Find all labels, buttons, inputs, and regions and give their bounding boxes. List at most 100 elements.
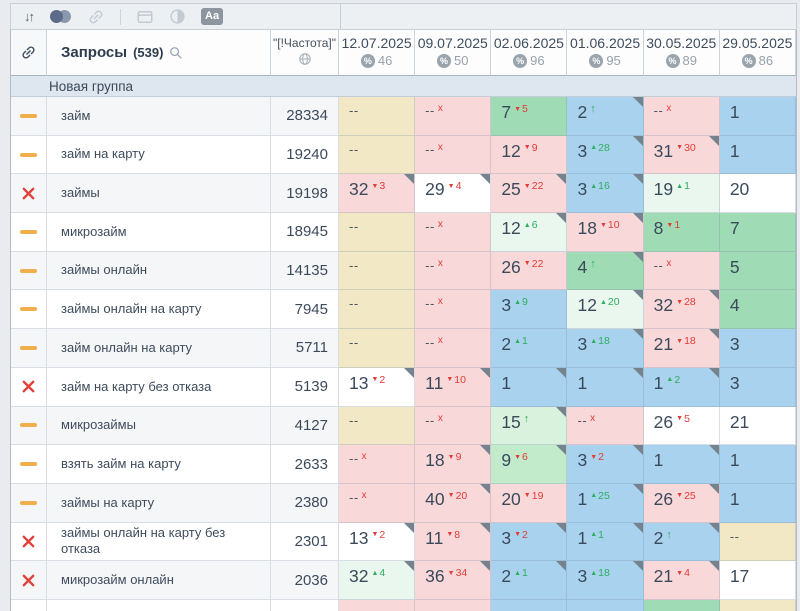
position-cell[interactable]: 3 ▲28 bbox=[567, 135, 644, 175]
position-cell[interactable]: 18 ▼9 bbox=[415, 445, 492, 484]
position-cell[interactable]: 3 ▲16 bbox=[567, 174, 644, 214]
position-cell[interactable]: 20 bbox=[719, 174, 796, 214]
position-cell[interactable]: 11 ▼8 bbox=[415, 522, 492, 562]
keyword-status-cell[interactable] bbox=[11, 483, 47, 523]
position-cell[interactable]: -- bbox=[339, 213, 416, 252]
position-cell[interactable]: 26 ▼25 bbox=[643, 483, 720, 523]
position-cell[interactable]: 1 bbox=[719, 483, 796, 523]
position-cell[interactable]: 1 bbox=[491, 367, 568, 407]
position-cell[interactable]: 7 ▼5 bbox=[491, 97, 568, 136]
position-cell[interactable]: 1 bbox=[719, 135, 796, 175]
position-cell[interactable]: -- x bbox=[643, 251, 720, 291]
position-cell[interactable]: 2 ▲1 bbox=[491, 561, 568, 600]
position-cell[interactable]: 3 ▲18 bbox=[567, 329, 644, 368]
position-cell[interactable]: -- bbox=[719, 522, 796, 562]
position-cell[interactable]: -- x bbox=[339, 483, 416, 523]
position-cell[interactable]: 40 ▼20 bbox=[415, 483, 492, 523]
position-cell[interactable]: 26 ▼22 bbox=[491, 251, 568, 291]
position-cell[interactable]: 13 ▼2 bbox=[339, 367, 416, 407]
position-cell[interactable]: 5 bbox=[719, 251, 796, 291]
position-cell[interactable]: 25 ▼22 bbox=[491, 174, 568, 214]
keyword-status-cell[interactable] bbox=[11, 329, 47, 368]
keyword-status-cell[interactable] bbox=[11, 213, 47, 252]
keyword-cell[interactable]: займ bbox=[47, 97, 271, 136]
position-cell[interactable]: 32 ▲4 bbox=[339, 561, 416, 600]
position-cell[interactable]: 4 bbox=[719, 290, 796, 330]
keyword-cell[interactable]: займы онлайн bbox=[47, 251, 271, 291]
position-cell[interactable]: 20 ▼19 bbox=[491, 483, 568, 523]
date-column-header[interactable]: 09.07.2025% 50 bbox=[415, 30, 492, 76]
keyword-cell[interactable]: займ на карту bbox=[47, 135, 271, 175]
keyword-status-cell[interactable] bbox=[11, 174, 47, 214]
keyword-cell[interactable]: займ на карту без отказа bbox=[47, 367, 271, 407]
position-cell[interactable]: -- bbox=[339, 251, 416, 291]
position-cell[interactable]: -- x bbox=[415, 406, 492, 446]
position-cell[interactable]: 7 bbox=[719, 213, 796, 252]
position-cell[interactable]: -- bbox=[339, 97, 416, 136]
position-cell[interactable]: 31 ▼30 bbox=[643, 135, 720, 175]
position-cell[interactable]: -- x bbox=[415, 329, 492, 368]
position-cell[interactable]: 12 ▲20 bbox=[567, 290, 644, 330]
position-cell[interactable]: 13 ▼2 bbox=[339, 522, 416, 562]
position-cell[interactable]: -- x bbox=[339, 445, 416, 484]
keyword-status-cell[interactable] bbox=[11, 522, 47, 562]
snippet-card-icon[interactable] bbox=[136, 8, 154, 26]
keyword-status-cell[interactable] bbox=[11, 135, 47, 175]
position-cell[interactable]: 12 ▼9 bbox=[491, 135, 568, 175]
position-cell[interactable]: -- bbox=[339, 329, 416, 368]
position-cell[interactable]: 21 bbox=[719, 406, 796, 446]
position-cell[interactable]: 32 ▼28 bbox=[643, 290, 720, 330]
position-cell[interactable]: -- x bbox=[415, 290, 492, 330]
position-cell[interactable]: 2 ↑ bbox=[567, 97, 644, 136]
keyword-cell[interactable]: займы онлайн на карту bbox=[47, 290, 271, 330]
position-cell[interactable]: -- bbox=[339, 135, 416, 175]
keyword-cell[interactable]: взять займ на карту bbox=[47, 445, 271, 484]
sort-icon[interactable]: ↓ ↑ bbox=[24, 8, 35, 26]
position-cell[interactable]: 9 ▼6 bbox=[491, 445, 568, 484]
position-cell[interactable]: -- x bbox=[415, 251, 492, 291]
position-cell[interactable]: 1 bbox=[643, 445, 720, 484]
position-cell[interactable]: 1 ▲25 bbox=[567, 483, 644, 523]
position-cell[interactable]: 29 ▼4 bbox=[415, 174, 492, 214]
compare-dates-toggle-icon[interactable] bbox=[50, 10, 72, 23]
position-cell[interactable]: -- x bbox=[567, 406, 644, 446]
position-cell[interactable]: 4 ↑ bbox=[567, 251, 644, 291]
position-cell[interactable]: -- bbox=[339, 290, 416, 330]
position-cell[interactable]: 3 ▼2 bbox=[567, 445, 644, 484]
position-cell[interactable]: 21 ▼4 bbox=[643, 561, 720, 600]
keyword-status-cell[interactable] bbox=[11, 561, 47, 600]
position-cell[interactable]: -- bbox=[339, 406, 416, 446]
keyword-cell[interactable]: займы онлайн на карту без отказа bbox=[47, 522, 271, 562]
position-cell[interactable]: 26 ▼5 bbox=[643, 406, 720, 446]
position-cell[interactable]: 17 bbox=[719, 561, 796, 600]
position-cell[interactable]: 3 bbox=[719, 329, 796, 368]
position-cell[interactable]: 36 ▼34 bbox=[415, 561, 492, 600]
link-icon[interactable] bbox=[87, 8, 105, 26]
position-cell[interactable]: 1 ▲2 bbox=[643, 367, 720, 407]
date-column-header[interactable]: 30.05.2025% 89 bbox=[643, 30, 720, 76]
keyword-status-cell[interactable] bbox=[11, 97, 47, 136]
keyword-cell[interactable]: займы на карту bbox=[47, 483, 271, 523]
position-cell[interactable]: -- x bbox=[415, 135, 492, 175]
keyword-cell[interactable]: микрозайм онлайн bbox=[47, 561, 271, 600]
date-column-header[interactable]: 01.06.2025% 95 bbox=[567, 30, 644, 76]
keyword-status-cell[interactable] bbox=[11, 445, 47, 484]
keyword-cell[interactable]: микрозайм bbox=[47, 213, 271, 252]
position-cell[interactable]: 1 bbox=[719, 445, 796, 484]
position-cell[interactable]: 18 ▼10 bbox=[567, 213, 644, 252]
link-column-header[interactable] bbox=[11, 30, 47, 76]
frequency-column-header[interactable]: "[!Частота]" bbox=[271, 30, 339, 76]
position-cell[interactable]: 2 ▲1 bbox=[491, 329, 568, 368]
keyword-status-cell[interactable] bbox=[11, 290, 47, 330]
queries-column-header[interactable]: Запросы (539) bbox=[47, 30, 271, 76]
position-cell[interactable]: 2 ↑ bbox=[643, 522, 720, 562]
keyword-status-cell[interactable] bbox=[11, 406, 47, 446]
group-header[interactable]: Новая группа bbox=[11, 76, 796, 97]
date-column-header[interactable]: 02.06.2025% 96 bbox=[491, 30, 568, 76]
position-cell[interactable]: 3 ▲18 bbox=[567, 561, 644, 600]
date-column-header[interactable]: 12.07.2025% 46 bbox=[339, 30, 416, 76]
position-cell[interactable]: 3 ▼2 bbox=[491, 522, 568, 562]
text-case-icon[interactable]: Aa bbox=[201, 7, 224, 26]
position-cell[interactable]: -- x bbox=[415, 213, 492, 252]
position-cell[interactable]: 21 ▼18 bbox=[643, 329, 720, 368]
